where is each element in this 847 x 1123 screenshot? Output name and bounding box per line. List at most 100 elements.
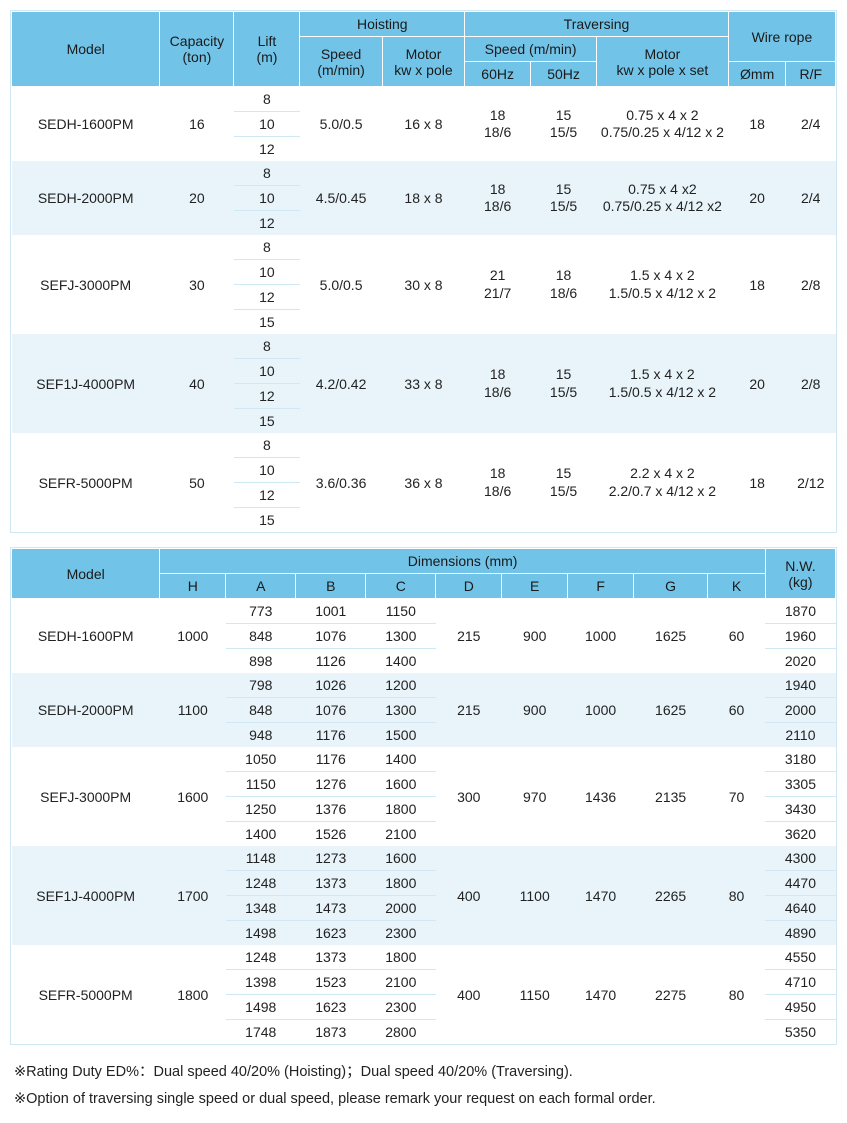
cell-C: 2800	[366, 1020, 436, 1045]
cell-G: 1625	[634, 673, 708, 747]
cell-capacity: 50	[160, 433, 234, 532]
table-row: SEFR-5000PM18001248137318004001150147022…	[12, 945, 836, 970]
cell-lift: 15	[234, 508, 300, 533]
cell-model: SEF1J-4000PM	[12, 846, 160, 945]
cell-model: SEFJ-3000PM	[12, 235, 160, 334]
cell-trav-50: 1515/5	[531, 161, 597, 235]
cell-E: 970	[502, 747, 568, 846]
cell-B: 1473	[296, 896, 366, 921]
cell-capacity: 20	[160, 161, 234, 235]
cell-C: 2100	[366, 822, 436, 847]
cell-NW: 2020	[765, 649, 835, 674]
th-trav-50: 50Hz	[531, 62, 597, 87]
cell-NW: 3430	[765, 797, 835, 822]
th-hoist-speed-l2: (m/min)	[302, 62, 379, 78]
cell-model: SEDH-2000PM	[12, 161, 160, 235]
cell-lift: 10	[234, 112, 300, 137]
cell-H: 1600	[160, 747, 226, 846]
th2-B: B	[296, 574, 366, 599]
cell-K: 70	[708, 747, 766, 846]
cell-A: 1398	[226, 970, 296, 995]
th-wire-d: Ømm	[728, 62, 786, 87]
cell-trav-60: 1818/6	[465, 161, 531, 235]
cell-NW: 4300	[765, 846, 835, 871]
cell-B: 1523	[296, 970, 366, 995]
th2-nw: N.W. (kg)	[765, 549, 835, 599]
cell-F: 1470	[568, 846, 634, 945]
cell-NW: 4710	[765, 970, 835, 995]
cell-C: 1800	[366, 871, 436, 896]
cell-K: 60	[708, 599, 766, 674]
cell-NW: 4470	[765, 871, 835, 896]
specs-table-1-wrap: Model Capacity (ton) Lift (m) Hoisting T…	[10, 10, 837, 533]
cell-A: 1748	[226, 1020, 296, 1045]
cell-wire-rf: 2/4	[786, 87, 836, 162]
cell-C: 1150	[366, 599, 436, 624]
cell-F: 1000	[568, 599, 634, 674]
cell-lift: 15	[234, 310, 300, 335]
th2-H: H	[160, 574, 226, 599]
th2-model: Model	[12, 549, 160, 599]
cell-D: 300	[436, 747, 502, 846]
footnote-2: ※Option of traversing single speed or du…	[10, 1086, 837, 1113]
th-trav-motor-l1: Motor	[599, 46, 726, 62]
cell-wire-d: 20	[728, 334, 786, 433]
cell-hoist-motor: 30 x 8	[382, 235, 464, 334]
cell-B: 1623	[296, 921, 366, 946]
th-trav-motor-l2: kw x pole x set	[599, 62, 726, 78]
table2-body: SEDH-1600PM10007731001115021590010001625…	[12, 599, 836, 1045]
cell-trav-60: 2121/7	[465, 235, 531, 334]
th2-A: A	[226, 574, 296, 599]
cell-wire-d: 20	[728, 161, 786, 235]
table1-body: SEDH-1600PM1685.0/0.516 x 81818/61515/50…	[12, 87, 836, 533]
cell-B: 1273	[296, 846, 366, 871]
cell-C: 2300	[366, 995, 436, 1020]
cell-D: 400	[436, 846, 502, 945]
cell-lift: 12	[234, 137, 300, 162]
cell-trav-50: 1515/5	[531, 87, 597, 162]
th-trav-60: 60Hz	[465, 62, 531, 87]
th2-K: K	[708, 574, 766, 599]
cell-B: 1373	[296, 945, 366, 970]
specs-table-1: Model Capacity (ton) Lift (m) Hoisting T…	[11, 11, 836, 532]
cell-A: 1348	[226, 896, 296, 921]
th-lift: Lift (m)	[234, 12, 300, 87]
cell-E: 1100	[502, 846, 568, 945]
cell-C: 1300	[366, 624, 436, 649]
cell-hoist-speed: 4.2/0.42	[300, 334, 382, 433]
cell-A: 898	[226, 649, 296, 674]
cell-hoist-speed: 5.0/0.5	[300, 87, 382, 162]
cell-C: 1800	[366, 797, 436, 822]
cell-B: 1276	[296, 772, 366, 797]
cell-E: 900	[502, 599, 568, 674]
th-wire-rf: R/F	[786, 62, 836, 87]
th-wire: Wire rope	[728, 12, 835, 62]
th-capacity: Capacity (ton)	[160, 12, 234, 87]
cell-hoist-speed: 4.5/0.45	[300, 161, 382, 235]
cell-E: 1150	[502, 945, 568, 1044]
cell-A: 773	[226, 599, 296, 624]
cell-hoist-motor: 16 x 8	[382, 87, 464, 162]
cell-NW: 4640	[765, 896, 835, 921]
th-hoist-motor-l1: Motor	[385, 46, 462, 62]
cell-model: SEFJ-3000PM	[12, 747, 160, 846]
cell-NW: 2000	[765, 698, 835, 723]
cell-B: 1001	[296, 599, 366, 624]
cell-A: 1150	[226, 772, 296, 797]
cell-E: 900	[502, 673, 568, 747]
cell-A: 848	[226, 698, 296, 723]
table1-header: Model Capacity (ton) Lift (m) Hoisting T…	[12, 12, 836, 87]
th-hoisting: Hoisting	[300, 12, 465, 37]
cell-capacity: 30	[160, 235, 234, 334]
th2-dimensions: Dimensions (mm)	[160, 549, 766, 574]
cell-lift: 12	[234, 384, 300, 409]
cell-G: 2135	[634, 747, 708, 846]
cell-H: 1700	[160, 846, 226, 945]
th2-F: F	[568, 574, 634, 599]
cell-hoist-motor: 36 x 8	[382, 433, 464, 532]
cell-wire-rf: 2/12	[786, 433, 836, 532]
table-row: SEDH-1600PM1685.0/0.516 x 81818/61515/50…	[12, 87, 836, 112]
cell-H: 1100	[160, 673, 226, 747]
cell-G: 2265	[634, 846, 708, 945]
cell-model: SEFR-5000PM	[12, 433, 160, 532]
